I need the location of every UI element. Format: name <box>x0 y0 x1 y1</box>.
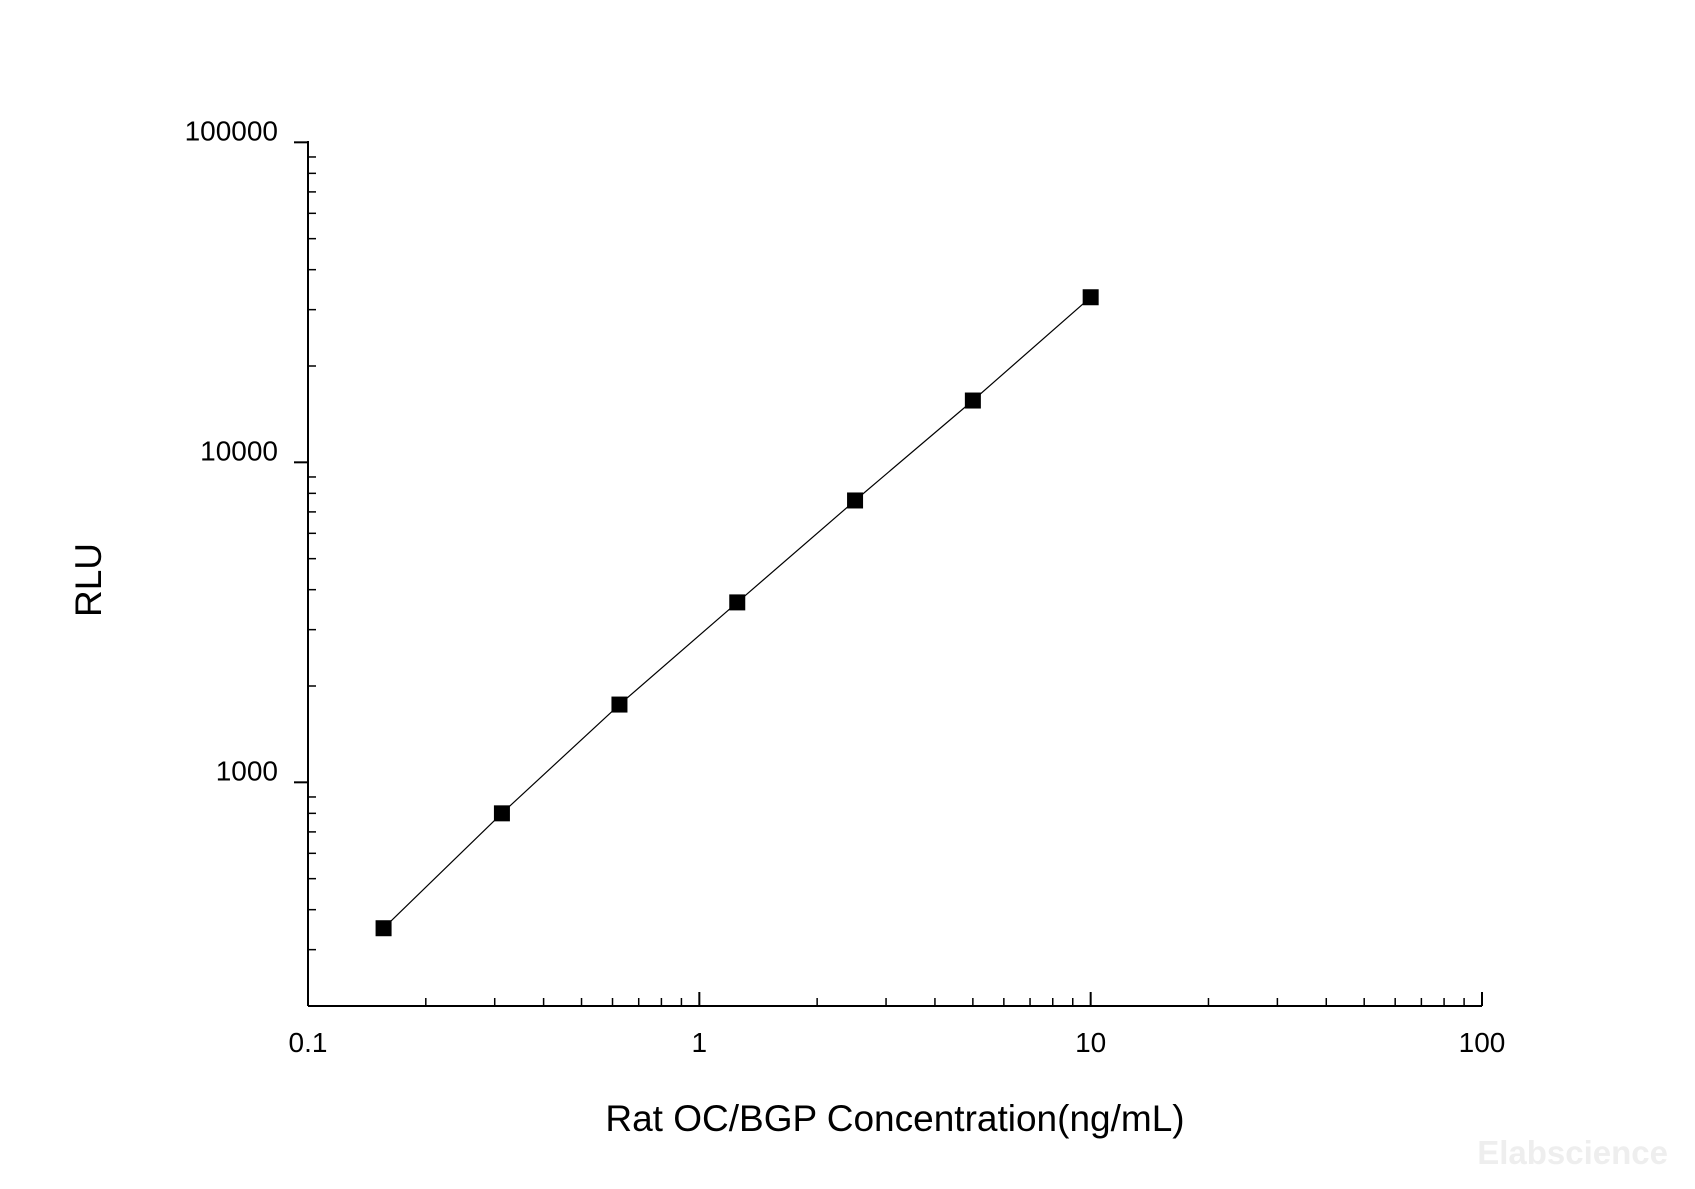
fit-line <box>383 296 1092 929</box>
y-ticks: 1000 10000 100000 <box>185 115 316 1007</box>
fit-curve <box>383 296 1092 929</box>
y-tick-label: 100000 <box>185 115 278 146</box>
watermark-text: Elabscience <box>1477 1134 1668 1171</box>
data-point <box>964 392 981 409</box>
data-point <box>375 920 392 937</box>
data-point <box>847 492 864 509</box>
x-tick-label: 1 <box>692 1027 708 1058</box>
x-tick-label: 0.1 <box>289 1027 328 1058</box>
y-tick-label: 1000 <box>216 755 278 786</box>
axes <box>307 141 1482 1007</box>
data-point <box>729 594 746 611</box>
data-points <box>375 289 1099 937</box>
x-tick-label: 10 <box>1075 1027 1106 1058</box>
x-tick-label: 100 <box>1459 1027 1506 1058</box>
x-axis-title: Rat OC/BGP Concentration(ng/mL) <box>605 1098 1184 1139</box>
x-ticks: 0.1 1 10 100 <box>289 992 1506 1058</box>
y-axis-title: RLU <box>68 543 109 617</box>
data-point <box>611 696 628 713</box>
data-point <box>1082 289 1099 306</box>
y-tick-label: 10000 <box>200 435 278 466</box>
data-point <box>493 805 510 822</box>
